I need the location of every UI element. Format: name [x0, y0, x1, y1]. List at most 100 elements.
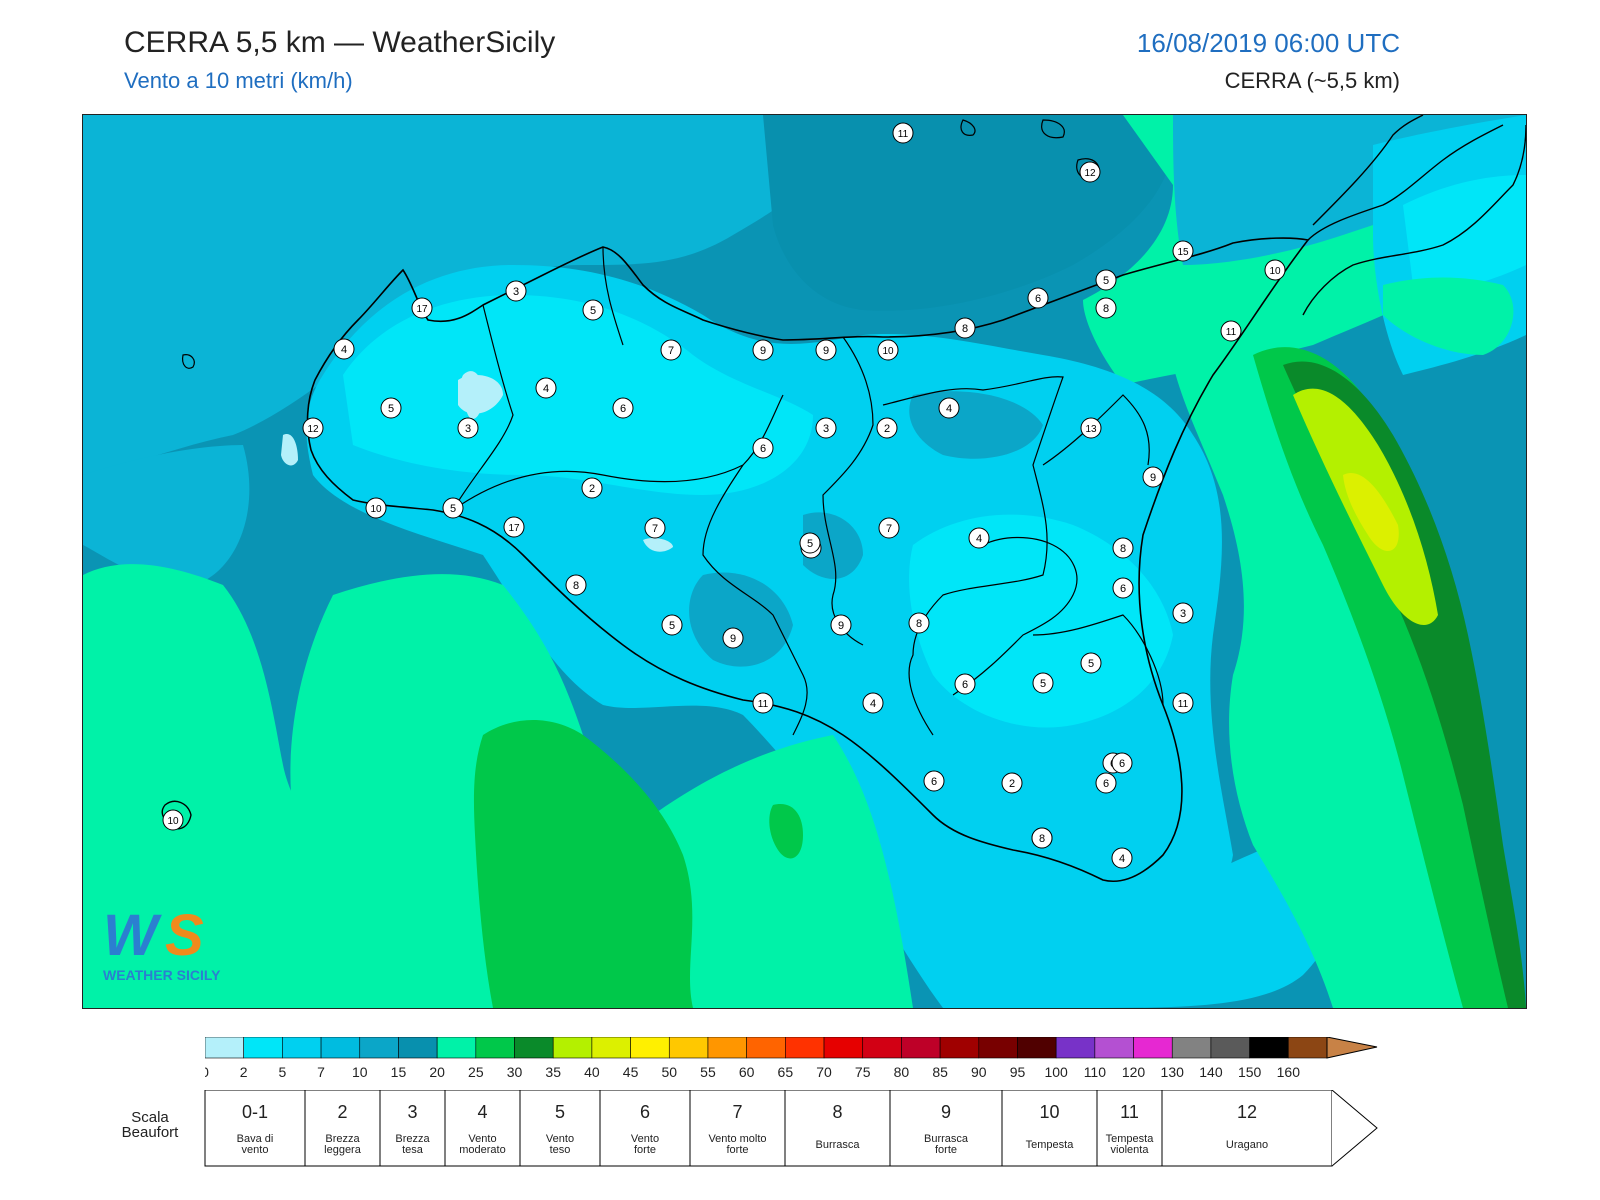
- beaufort-description: Burrasca: [924, 1133, 969, 1145]
- wind-speed-label: 2: [1001, 772, 1023, 794]
- colorbar-tick-label: 60: [739, 1064, 755, 1080]
- colorbar-tick-label: 40: [584, 1064, 600, 1080]
- wind-zone-moderate-east: [1253, 347, 1526, 1008]
- wind-label-circle: [1095, 297, 1117, 319]
- beaufort-cell: [599, 1090, 691, 1167]
- colorbar-tick-label: 5: [278, 1064, 286, 1080]
- wind-zone-bright-cyan-se: [909, 514, 1173, 728]
- wind-speed-label: 15: [1172, 240, 1194, 262]
- wind-label-circle: [581, 477, 603, 499]
- wind-label-circle: [815, 417, 837, 439]
- wind-speed-label: 11: [1220, 320, 1242, 342]
- calabria-coast-north: [1312, 115, 1424, 226]
- beaufort-number: 10: [1039, 1102, 1059, 1122]
- beaufort-scale: Scala Beaufort 0-1 Bava di vento 2 Brezza leg…: [110, 1090, 1430, 1172]
- wind-label-value: 15: [1177, 247, 1189, 258]
- colorbar-bin: [823, 1037, 864, 1059]
- wind-label-value: 5: [669, 620, 675, 632]
- wind-map[interactable]: 11 12 3 5 15 10 5 6 8 7 9 9 10 8 11 17 4 4 5 3 6 4 2 3 6 13 9 12 10 5…: [82, 114, 1527, 1009]
- wind-speed-label: 9: [752, 339, 774, 361]
- wind-label-circle: [1111, 847, 1133, 869]
- wind-label-value: 9: [838, 620, 844, 632]
- wind-label-value: 2: [589, 483, 595, 495]
- wind-label-circle: [365, 497, 387, 519]
- wind-speed-label: 4: [968, 527, 990, 549]
- beaufort-description: vento: [242, 1144, 269, 1156]
- colorbar-tick-label: 30: [507, 1064, 523, 1080]
- beaufort-number: 2: [337, 1102, 347, 1122]
- wind-label-value: 6: [931, 776, 937, 788]
- wind-speed-label: 7: [644, 517, 666, 539]
- wind-label-circle: [503, 516, 525, 538]
- wind-label-circle: [752, 437, 774, 459]
- colorbar-bin: [514, 1037, 554, 1059]
- colorbar-bin: [746, 1037, 786, 1059]
- wind-label-circle: [582, 299, 604, 321]
- wind-label-value: 10: [882, 346, 894, 357]
- wind-speed-label: 11: [1172, 692, 1194, 714]
- wind-speed-label: 11: [752, 692, 774, 714]
- wind-label-value: 6: [620, 403, 626, 415]
- colorbar-bin: [205, 1037, 244, 1059]
- beaufort-description: teso: [550, 1144, 571, 1156]
- island-1: [960, 119, 976, 136]
- wind-label-circle: [1027, 287, 1049, 309]
- wind-speed-label: 10: [877, 339, 899, 361]
- colorbar-bin: [359, 1037, 399, 1059]
- wind-speed-label: 4: [862, 692, 884, 714]
- wind-label-circle: [923, 770, 945, 792]
- wind-speed-label: 5: [799, 532, 821, 554]
- wind-label-circle: [535, 377, 557, 399]
- beaufort-number: 3: [407, 1102, 417, 1122]
- wind-label-value: 10: [370, 504, 382, 515]
- wind-zone-dark-patch-1: [689, 572, 793, 667]
- wind-speed-label: 12: [302, 417, 324, 439]
- colorbar-bin: [1017, 1037, 1057, 1059]
- wind-label-value: 8: [962, 323, 968, 335]
- colorbar-bin: [630, 1037, 670, 1059]
- wind-label-value: 11: [898, 129, 909, 140]
- wind-label-circle: [302, 417, 324, 439]
- colorbar-tick-label: 120: [1122, 1064, 1146, 1080]
- wind-zone-cyan-w: [83, 445, 250, 585]
- wind-label-circle: [333, 338, 355, 360]
- logo-mark-s: S: [165, 903, 204, 968]
- beaufort-description: Vento molto: [708, 1133, 766, 1145]
- beaufort-description: forte: [634, 1144, 656, 1156]
- wind-label-circle: [876, 417, 898, 439]
- beaufort-cell: [304, 1090, 381, 1167]
- wind-label-value: 2: [884, 423, 890, 435]
- calm-spot-3: [458, 375, 503, 414]
- wind-label-circle: [661, 614, 683, 636]
- colorbar-tick-label: 10: [352, 1064, 368, 1080]
- colorbar-tick-label: 55: [700, 1064, 716, 1080]
- wind-speed-label: 4: [535, 377, 557, 399]
- wind-label-value: 3: [465, 423, 471, 435]
- colorbar-tick-label: 25: [468, 1064, 484, 1080]
- beaufort-cell: [444, 1090, 521, 1167]
- wind-label-value: 5: [1103, 275, 1109, 287]
- wind-label-circle: [815, 339, 837, 361]
- wind-speed-label: 6: [1027, 287, 1049, 309]
- wind-speed-label: 4: [938, 397, 960, 419]
- colorbar-bin: [398, 1037, 438, 1059]
- wind-label-value: 9: [823, 345, 829, 357]
- wind-label-circle: [968, 527, 990, 549]
- weather-sicily-logo: W S WEATHER SICILY: [103, 903, 221, 983]
- colorbar-tick-label: 150: [1238, 1064, 1262, 1080]
- wind-label-value: 10: [167, 816, 179, 827]
- wind-speed-label: 8: [954, 317, 976, 339]
- colorbar-bin: [552, 1037, 593, 1059]
- wind-speed-label: 10: [1264, 259, 1286, 281]
- beaufort-description: Brezza: [325, 1133, 360, 1145]
- wind-label-circle: [1112, 577, 1134, 599]
- beaufort-cell: [689, 1090, 786, 1167]
- wind-label-value: 7: [668, 345, 674, 357]
- wind-label-value: 5: [1040, 678, 1046, 690]
- wind-label-circle: [830, 614, 852, 636]
- wind-label-value: 5: [388, 403, 394, 415]
- wind-label-value: 5: [1088, 658, 1094, 670]
- province-border-8: [1032, 614, 1164, 706]
- wind-label-circle: [1079, 161, 1101, 183]
- colorbar-tick-label: 100: [1044, 1064, 1068, 1080]
